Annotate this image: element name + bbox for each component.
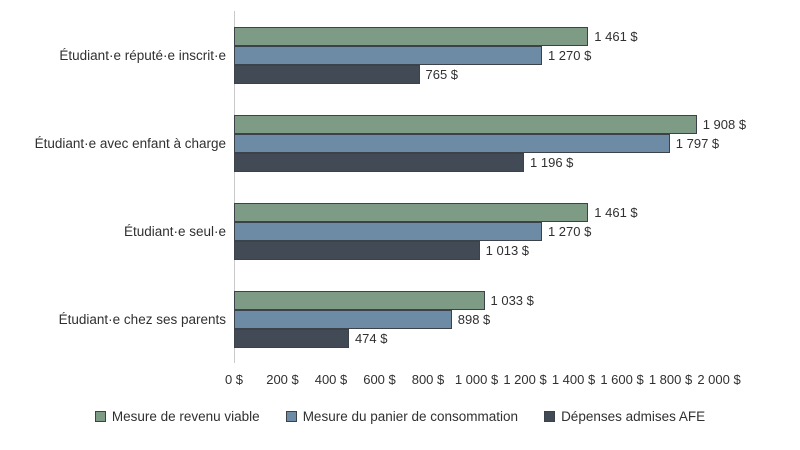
bar-value-label: 1 270 $ [547, 223, 592, 239]
bar-series1-cat4 [234, 290, 485, 310]
bar-value-label: 474 $ [354, 330, 388, 346]
bar-series3-cat2 [234, 152, 525, 172]
category-label: Étudiant·e avec enfant à charge [34, 135, 226, 151]
bar-series2-cat1 [234, 45, 542, 65]
x-tick-label: 1 400 $ [551, 372, 596, 387]
category-label: Étudiant·e seul·e [123, 223, 226, 239]
x-tick-label: 1 200 $ [503, 372, 547, 387]
x-tick-label: 600 $ [363, 372, 396, 387]
legend-item: Mesure de revenu viable [94, 409, 260, 424]
legend-label: Dépenses admises AFE [561, 409, 706, 424]
legend-item: Mesure du panier de consommation [285, 409, 519, 424]
y-axis-line [234, 11, 235, 363]
bar-value-label: 1 013 $ [485, 242, 530, 258]
bar-value-label: 1 797 $ [675, 135, 720, 151]
legend: Mesure de revenu viable Mesure du panier … [0, 409, 800, 424]
bar-series2-cat2 [234, 133, 670, 153]
bar-series3-cat4 [234, 328, 349, 348]
bar-value-label: 1 461 $ [594, 204, 638, 220]
x-tick-label: 1 000 $ [454, 372, 499, 387]
x-tick-label: 200 $ [266, 372, 299, 387]
x-tick-label: 400 $ [314, 372, 348, 387]
bar-value-label: 898 $ [457, 311, 491, 327]
category-label: Étudiant·e chez ses parents [58, 311, 226, 327]
bar-value-label: 1 033 $ [490, 292, 534, 308]
x-tick-label: 1 600 $ [600, 372, 644, 387]
bar-series1-cat1 [234, 26, 589, 46]
legend-swatch-icon [544, 411, 556, 422]
x-tick-label: 800 $ [411, 372, 445, 387]
bar-series1-cat2 [234, 114, 697, 134]
bar-value-label: 765 $ [425, 66, 459, 82]
category-label: Étudiant·e réputé·e inscrit·e [59, 47, 226, 63]
bar-series2-cat3 [234, 221, 542, 241]
legend-label: Mesure de revenu viable [111, 409, 260, 424]
bar-series3-cat3 [234, 240, 480, 260]
legend-swatch-icon [285, 411, 297, 422]
x-tick-label: 0 $ [224, 372, 244, 387]
bar-value-label: 1 461 $ [594, 28, 638, 44]
bar-series1-cat3 [234, 202, 589, 222]
bar-series3-cat1 [234, 64, 420, 84]
x-tick-label: 1 800 $ [648, 372, 693, 387]
legend-swatch-icon [94, 411, 106, 422]
bar-value-label: 1 908 $ [702, 116, 747, 132]
legend-label: Mesure du panier de consommation [302, 409, 519, 424]
x-tick-label: 2 000 $ [697, 372, 741, 387]
bar-series2-cat4 [234, 309, 452, 329]
bar-value-label: 1 270 $ [547, 47, 592, 63]
bar-value-label: 1 196 $ [530, 154, 574, 170]
legend-item: Dépenses admises AFE [544, 409, 705, 424]
